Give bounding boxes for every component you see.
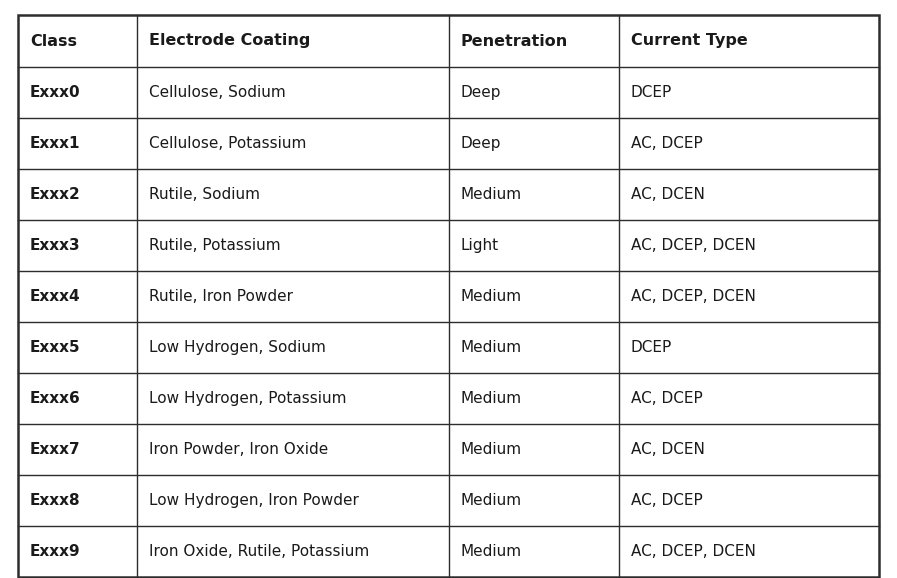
Text: Rutile, Iron Powder: Rutile, Iron Powder bbox=[149, 289, 292, 304]
Text: Iron Powder, Iron Oxide: Iron Powder, Iron Oxide bbox=[149, 442, 328, 457]
Text: AC, DCEN: AC, DCEN bbox=[631, 187, 705, 202]
Text: DCEP: DCEP bbox=[631, 340, 672, 355]
Text: Electrode Coating: Electrode Coating bbox=[149, 34, 310, 49]
Text: Medium: Medium bbox=[460, 442, 522, 457]
Text: Exxx6: Exxx6 bbox=[30, 391, 81, 406]
Text: Low Hydrogen, Sodium: Low Hydrogen, Sodium bbox=[149, 340, 326, 355]
Text: Current Type: Current Type bbox=[631, 34, 748, 49]
Text: Deep: Deep bbox=[460, 136, 501, 151]
Text: Deep: Deep bbox=[460, 85, 501, 100]
Text: Medium: Medium bbox=[460, 544, 522, 559]
Text: Cellulose, Sodium: Cellulose, Sodium bbox=[149, 85, 285, 100]
Text: AC, DCEN: AC, DCEN bbox=[631, 442, 705, 457]
Text: Medium: Medium bbox=[460, 340, 522, 355]
Text: DCEP: DCEP bbox=[631, 85, 672, 100]
Text: Light: Light bbox=[460, 238, 499, 253]
Text: Medium: Medium bbox=[460, 289, 522, 304]
Text: Low Hydrogen, Iron Powder: Low Hydrogen, Iron Powder bbox=[149, 493, 359, 508]
Text: Medium: Medium bbox=[460, 187, 522, 202]
Text: Medium: Medium bbox=[460, 493, 522, 508]
Text: Exxx3: Exxx3 bbox=[30, 238, 81, 253]
Text: Exxx2: Exxx2 bbox=[30, 187, 81, 202]
Text: Low Hydrogen, Potassium: Low Hydrogen, Potassium bbox=[149, 391, 346, 406]
Text: AC, DCEP, DCEN: AC, DCEP, DCEN bbox=[631, 238, 756, 253]
Text: AC, DCEP: AC, DCEP bbox=[631, 493, 702, 508]
Text: Exxx0: Exxx0 bbox=[30, 85, 81, 100]
Text: Penetration: Penetration bbox=[460, 34, 568, 49]
Text: Exxx8: Exxx8 bbox=[30, 493, 81, 508]
Text: AC, DCEP: AC, DCEP bbox=[631, 391, 702, 406]
Text: AC, DCEP: AC, DCEP bbox=[631, 136, 702, 151]
Text: Exxx5: Exxx5 bbox=[30, 340, 81, 355]
Text: Medium: Medium bbox=[460, 391, 522, 406]
Text: Exxx4: Exxx4 bbox=[30, 289, 81, 304]
Text: Exxx9: Exxx9 bbox=[30, 544, 81, 559]
Text: Exxx7: Exxx7 bbox=[30, 442, 81, 457]
Text: Iron Oxide, Rutile, Potassium: Iron Oxide, Rutile, Potassium bbox=[149, 544, 369, 559]
Text: Class: Class bbox=[30, 34, 77, 49]
Text: Rutile, Potassium: Rutile, Potassium bbox=[149, 238, 281, 253]
Text: Cellulose, Potassium: Cellulose, Potassium bbox=[149, 136, 306, 151]
Text: AC, DCEP, DCEN: AC, DCEP, DCEN bbox=[631, 544, 756, 559]
Text: Rutile, Sodium: Rutile, Sodium bbox=[149, 187, 260, 202]
Text: Exxx1: Exxx1 bbox=[30, 136, 81, 151]
Text: AC, DCEP, DCEN: AC, DCEP, DCEN bbox=[631, 289, 756, 304]
